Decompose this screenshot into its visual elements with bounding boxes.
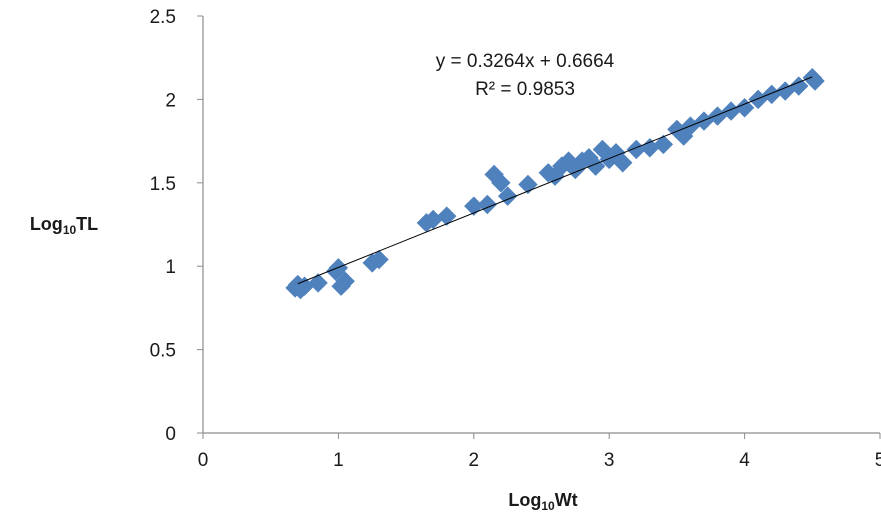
data-points	[285, 68, 825, 300]
trendline-equation: y = 0.3264x + 0.6664	[436, 51, 615, 72]
y-tick-label: 2.5	[150, 7, 176, 28]
x-tick-label: 4	[739, 450, 750, 471]
axes	[202, 16, 880, 434]
data-point	[789, 76, 809, 96]
x-tick-label: 5	[875, 450, 881, 471]
data-point	[308, 273, 328, 293]
data-point	[613, 153, 633, 173]
data-point	[369, 249, 389, 270]
data-point	[437, 206, 457, 226]
r-squared-label: R² = 0.9853	[475, 79, 575, 100]
data-point	[640, 138, 660, 158]
data-point	[491, 173, 511, 193]
y-axis-title: Log10TL	[30, 214, 98, 237]
y-tick-label: 2	[165, 90, 176, 111]
x-axis-title: Log10Wt	[508, 490, 577, 513]
x-tick-label: 3	[604, 450, 615, 471]
data-point	[734, 98, 755, 118]
x-tick-label: 0	[198, 450, 209, 471]
y-ticks: 0 0.5 1 1.5 2 2.5	[150, 7, 203, 445]
y-tick-label: 0	[165, 424, 176, 445]
data-point	[335, 271, 355, 291]
y-tick-label: 1	[165, 257, 176, 278]
y-tick-label: 0.5	[150, 341, 176, 362]
x-tick-label: 1	[333, 450, 344, 471]
trendline	[297, 76, 813, 285]
data-point	[653, 134, 674, 155]
x-ticks: 0 1 2 3 4 5	[198, 433, 881, 471]
y-tick-label: 1.5	[150, 174, 176, 195]
x-tick-label: 2	[469, 450, 480, 471]
